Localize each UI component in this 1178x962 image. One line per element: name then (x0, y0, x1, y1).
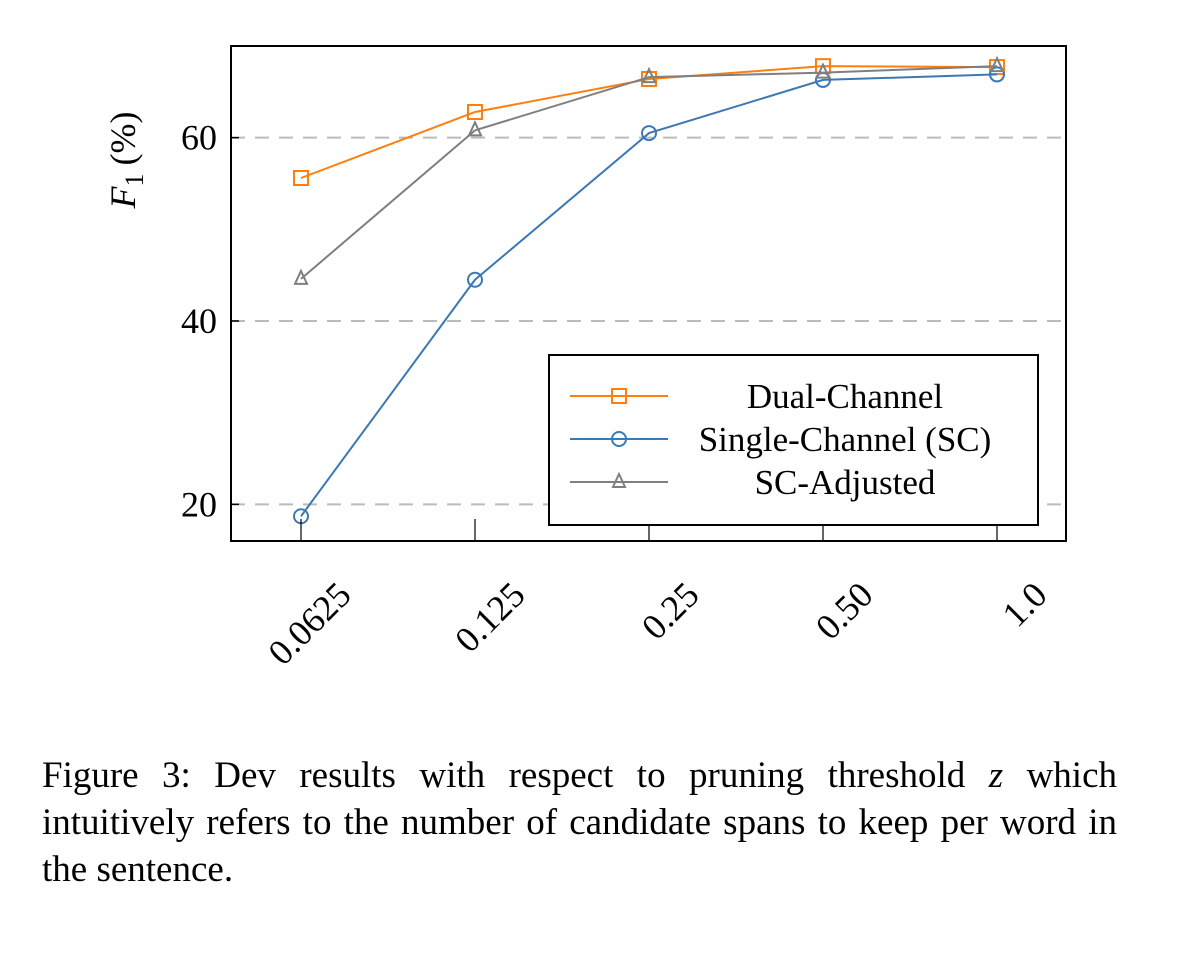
series-dual-channel (293, 58, 1005, 186)
x-tick-label: 0.125 (447, 574, 533, 660)
series-line (300, 65, 998, 280)
data-point-square (611, 388, 627, 404)
x-tick-label: 0.50 (808, 574, 881, 647)
legend-item: Single-Channel (SC) (570, 420, 991, 459)
line-chart: 20 40 60 0.0625 0.125 0.25 0.50 1.0 F1(%) Dual… (103, 45, 1067, 673)
y-tick-label: 40 (181, 301, 217, 341)
data-point-triangle (611, 471, 627, 488)
series-single-channel-sc- (293, 66, 1005, 525)
data-point-triangle (815, 62, 831, 79)
data-point-square (293, 170, 309, 186)
legend-item: SC-Adjusted (570, 463, 936, 502)
data-point-circle (641, 125, 657, 142)
data-point-triangle (641, 66, 657, 84)
data-point-triangle (293, 268, 309, 285)
data-point-circle (989, 66, 1005, 83)
series-sc-adjusted (293, 55, 1005, 285)
legend-item: Dual-Channel (570, 377, 943, 416)
x-tick-label: 1.0 (995, 574, 1055, 634)
series-line (300, 73, 998, 517)
legend-label: SC-Adjusted (755, 463, 936, 502)
y-tick-label: 60 (181, 118, 217, 158)
figure-caption: Figure 3: Dev results with respect to pr… (42, 755, 1117, 890)
x-tick-label: 0.25 (634, 574, 707, 647)
legend-label: Single-Channel (SC) (699, 420, 992, 459)
x-tick-label: 0.0625 (260, 574, 358, 672)
series-line (300, 65, 998, 179)
data-point-circle (611, 431, 627, 447)
legend-label: Dual-Channel (747, 377, 944, 416)
data-point-triangle (989, 55, 1005, 73)
data-point-triangle (467, 119, 483, 137)
data-point-circle (467, 271, 483, 288)
legend: Dual-Channel Single-Channel (SC) SC-Adjust… (548, 354, 1039, 526)
y-tick-label: 20 (181, 484, 217, 524)
data-point-square (467, 104, 483, 120)
y-axis-label: F1(%) (103, 112, 149, 210)
